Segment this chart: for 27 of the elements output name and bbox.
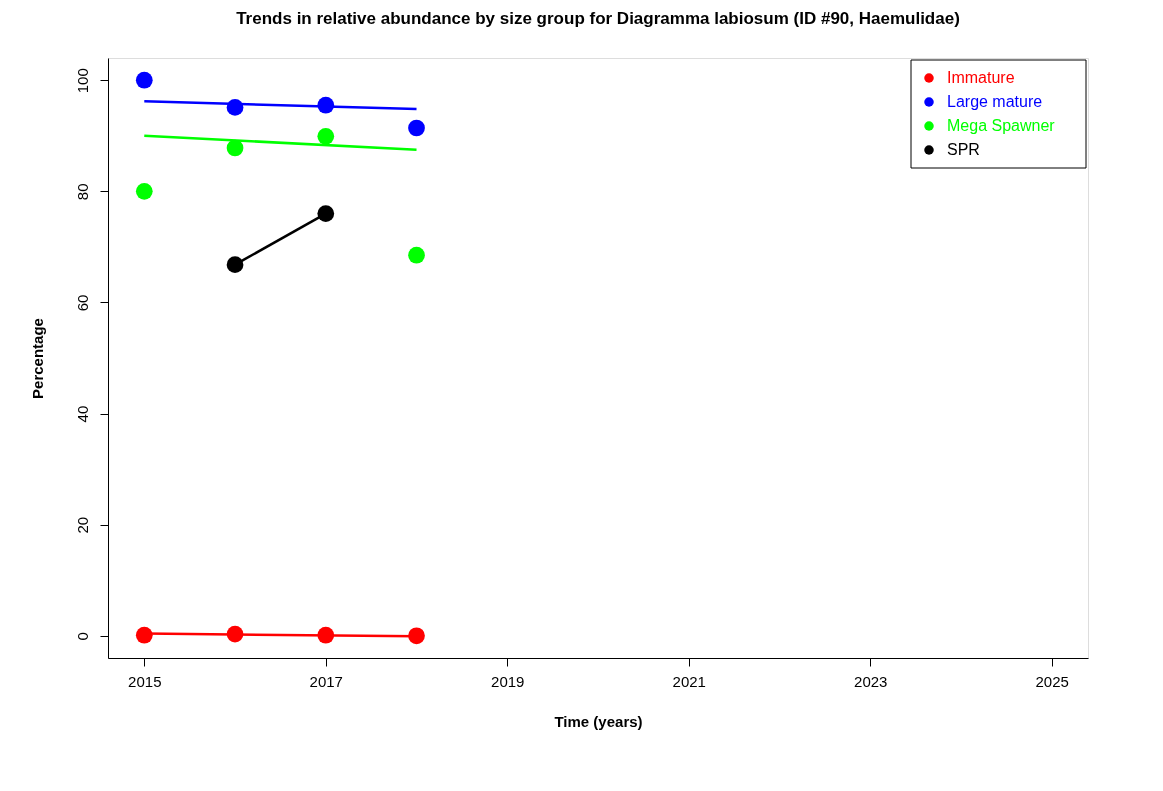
legend-label: Mega Spawner — [947, 117, 1056, 134]
point — [408, 119, 425, 137]
y-tick-label: 80 — [73, 183, 91, 201]
y-tick-label: 20 — [73, 516, 91, 534]
legend-label: Immature — [947, 69, 1015, 86]
point — [226, 256, 244, 274]
y-tick-label: 40 — [73, 405, 91, 423]
y-tick-label: 100 — [73, 68, 91, 94]
point — [317, 127, 335, 145]
y-axis-title: Percentage — [28, 318, 46, 399]
x-tick-label: 2023 — [854, 672, 888, 690]
x-tick-label: 2025 — [1035, 672, 1069, 690]
point — [135, 182, 153, 200]
point — [135, 71, 153, 89]
x-axis-title: Time (years) — [554, 712, 643, 730]
y-tick-label: 60 — [73, 294, 91, 312]
x-tick-label: 2021 — [672, 672, 706, 690]
point — [226, 139, 244, 157]
x-tick-label: 2017 — [309, 672, 343, 690]
x-tick-label: 2019 — [491, 672, 525, 690]
point — [317, 205, 335, 222]
chart-title: Trends in relative abundance by size group for Diagramma labiosum (ID #90, Haemulidae) — [236, 9, 960, 28]
point — [408, 246, 425, 264]
legend-label: SPR — [947, 141, 980, 158]
x-tick-label: 2015 — [128, 672, 162, 690]
legend-label: Large mature — [947, 93, 1043, 110]
y-tick-label: 0 — [73, 632, 91, 641]
